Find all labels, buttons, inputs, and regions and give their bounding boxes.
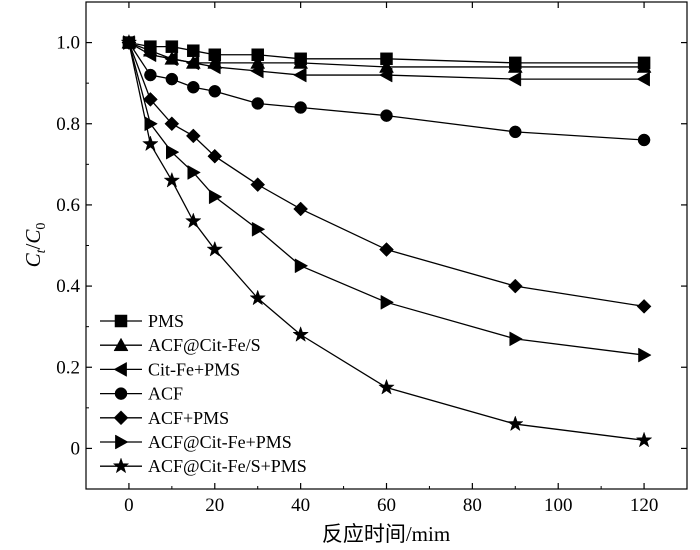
data-point [637,133,651,147]
data-point [164,116,180,132]
data-point [250,177,266,192]
data-point [638,347,652,363]
data-point [142,47,157,63]
data-point [636,59,652,73]
legend-label: ACF@Cit-Fe+PMS [148,432,292,452]
data-point [294,101,307,114]
data-point [143,92,158,107]
x-tick-label: 20 [205,495,224,516]
legend-marker [113,337,129,352]
y-tick-label: 1.0 [56,33,80,54]
data-point [292,326,309,342]
legend-marker [115,434,129,450]
legend-marker [112,457,130,474]
data-point [509,125,522,139]
data-point [187,44,200,57]
data-point [144,68,157,82]
y-axis-ticks: 0 0.2 0.4 0.6 0.8 1.0 [56,33,687,459]
data-point [144,116,158,132]
data-point [249,289,267,306]
series-lines [128,41,645,441]
legend-marker [113,410,129,426]
legend-marker [114,314,128,328]
y-tick-label: 0 [71,438,81,459]
data-point [120,33,138,50]
x-tick-label: 100 [544,495,573,516]
data-point [187,80,200,94]
data-point [294,258,309,274]
x-tick-label: 0 [124,495,134,516]
data-point [380,294,395,310]
y-tick-label: 0.6 [56,195,80,216]
legend-label: ACF@Cit-Fe/S+PMS [148,456,307,476]
data-point [507,278,523,294]
series-markers [120,33,653,448]
data-point [166,144,180,160]
data-point [184,212,202,229]
series-line [128,42,645,308]
data-point [208,189,223,205]
data-point [251,97,264,110]
legend-label: ACF [148,384,183,404]
legend-label: PMS [148,311,184,331]
data-point [208,85,222,98]
y-tick-label: 0.4 [56,276,80,297]
y-tick-label: 0.8 [56,114,80,135]
x-tick-label: 80 [463,495,482,516]
series-line [128,42,645,441]
data-point [293,55,309,69]
data-point [506,415,524,432]
data-point [507,59,523,73]
series-line [128,42,645,356]
data-point [142,135,159,152]
x-axis-ticks: 0 20 40 60 80 100 120 [124,2,658,516]
data-point [293,201,308,217]
data-point [165,40,179,53]
x-tick-label: 60 [377,495,396,516]
data-point [165,72,179,86]
data-point [293,67,307,83]
y-label-c: C [21,252,45,267]
legend-label: ACF+PMS [148,408,229,428]
data-point [163,171,181,188]
y-label-c0-sub: 0 [34,223,49,230]
y-label-c0: C [21,229,45,244]
data-point [185,128,201,144]
data-point [207,148,223,164]
data-point [187,165,201,180]
series-line [128,41,645,68]
data-point [509,331,523,347]
data-point [507,71,522,87]
data-point [636,71,650,87]
legend-label: Cit-Fe+PMS [148,359,240,379]
data-point [206,240,224,257]
data-point [379,242,394,257]
y-label-slash: / [21,243,45,249]
data-point [380,109,393,122]
data-point [378,378,395,395]
data-point [185,55,200,71]
data-point [164,51,178,67]
x-tick-label: 120 [630,495,659,516]
legend-marker [113,361,127,377]
data-point [207,59,221,75]
y-label-c-sub: t [34,248,49,253]
data-point [251,221,266,237]
series-line [128,41,645,64]
data-point [250,63,264,79]
legend-marker [114,387,128,400]
y-axis-label: Ct/C0 [21,223,49,268]
x-tick-label: 40 [291,495,310,516]
data-point [636,299,652,314]
x-axis-label: 反应时间/mim [322,522,450,546]
series-line [128,42,645,141]
data-point [635,431,653,448]
y-tick-label: 0.2 [56,357,80,378]
legend-label: ACF@Cit-Fe/S [148,335,261,355]
data-point [378,67,393,83]
legend: PMS ACF@Cit-Fe/S Cit-Fe+PMS ACF ACF+PMS ACF@C… [100,311,307,476]
series-line [128,42,645,80]
